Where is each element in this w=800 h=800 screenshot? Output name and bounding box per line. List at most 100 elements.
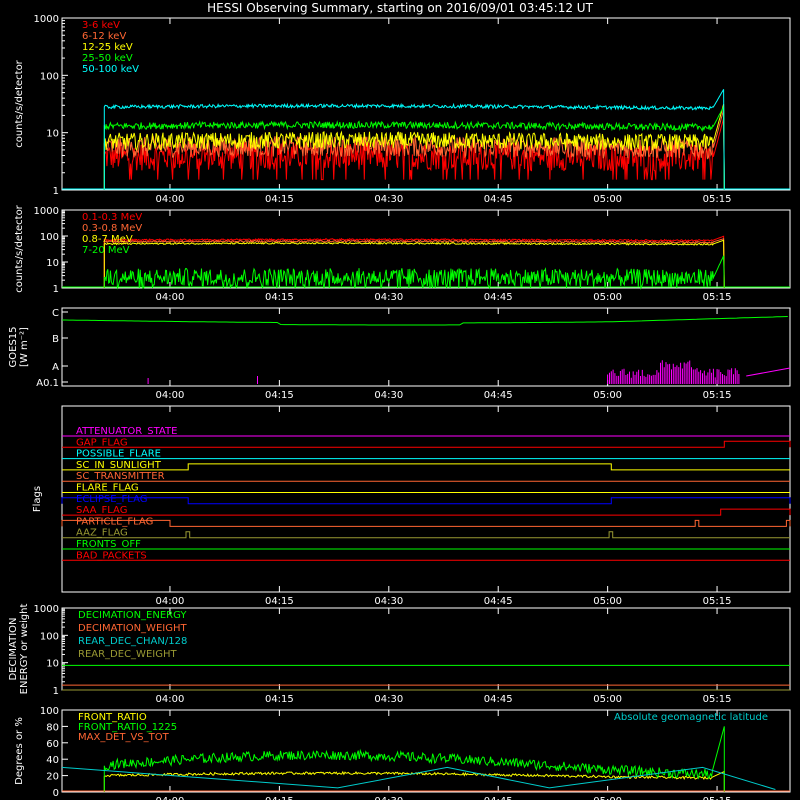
ratio-ytick-label: 20 — [46, 772, 59, 783]
lo-legend-2: 12-25 keV — [82, 42, 133, 53]
goes-xtick-label: 05:15 — [703, 390, 732, 401]
panel-flags: 04:00 04:15 04:30 04:45 05:00 05:15 Flags ATTEN… — [32, 405, 791, 607]
dec-legend-2: REAR_DEC_CHAN/128 — [78, 636, 187, 647]
flags-ylabel: Flags — [32, 486, 43, 512]
hi-xtick-label: 04:00 — [156, 292, 185, 303]
ratio-xtick-label: 05:00 — [593, 796, 622, 800]
flag-label-3: SC_IN_SUNLIGHT — [76, 460, 162, 471]
ratio-series-1 — [103, 726, 725, 793]
flag-label-5: FLARE_FLAG — [76, 483, 139, 494]
flag-label-10: FRONTS_OFF — [76, 539, 141, 550]
flag-label-0: ATTENUATOR_STATE — [76, 426, 177, 437]
flag-line-3 — [62, 463, 790, 471]
flag-label-6: ECLIPSE_FLAG — [76, 494, 147, 505]
goes-ytick-label: A — [52, 362, 59, 373]
hi-xtick-label: 05:00 — [593, 292, 622, 303]
flag-line-7 — [62, 508, 791, 516]
goes-xtick-label: 05:00 — [593, 390, 622, 401]
dec-ytick-label: 10 — [46, 659, 59, 670]
ratio-ytick-label: 60 — [46, 739, 59, 750]
ratio-legend-1: FRONT_RATIO_1225 — [78, 722, 177, 733]
flag-label-8: PARTICLE_FLAG — [76, 516, 153, 527]
ratio-ytick-label: 0 — [53, 788, 59, 799]
dec-xtick-label: 04:00 — [156, 694, 185, 705]
goes-ylabel: GOES15 — [8, 326, 19, 367]
goes-series-1 — [147, 360, 791, 384]
hi-legend-0: 0.1-0.3 MeV — [82, 212, 142, 223]
hi-ytick-label: 100 — [40, 232, 59, 243]
ratio-ytick-label: 80 — [46, 722, 59, 733]
flag-line-8 — [61, 519, 791, 527]
goes-frame — [61, 307, 791, 387]
lo-legend-1: 6-12 keV — [82, 31, 126, 42]
dec-xtick-label: 05:00 — [593, 694, 622, 705]
ratio-series-3 — [61, 766, 776, 790]
hi-ylabel: counts/s/detector — [14, 204, 25, 292]
ratio-legend-0: FRONT_RATIO — [78, 712, 147, 723]
hi-xtick-label: 05:15 — [703, 292, 732, 303]
flag-label-4: SC_TRANSMITTER — [76, 471, 165, 482]
flag-label-7: SAA_FLAG — [76, 505, 127, 516]
ratio-legend-2: MAX_DET_VS_TOT — [78, 732, 170, 743]
flags-xtick-label: 05:15 — [703, 596, 732, 607]
ratio-ytick-label: 100 — [40, 706, 59, 717]
ratio-xtick-label: 04:15 — [265, 796, 294, 800]
goes-series-0 — [62, 316, 788, 326]
hi-legend-1: 0.3-0.8 MeV — [82, 223, 142, 234]
hi-series-2 — [103, 239, 725, 289]
lo-xtick-label: 04:00 — [156, 194, 185, 205]
hi-xtick-label: 04:45 — [484, 292, 513, 303]
lo-legend-0: 3-6 keV — [82, 20, 120, 31]
goes-xtick-label: 04:00 — [156, 390, 185, 401]
dec-xtick-label: 04:45 — [484, 694, 513, 705]
panel-ratio: 04:00 04:15 04:30 04:45 05:00 05:15 0 20 40 60 80 1… — [14, 706, 791, 800]
goes-ytick-label: A0.1 — [36, 378, 59, 389]
hi-xtick-label: 04:15 — [265, 292, 294, 303]
ratio-series-0 — [103, 770, 725, 793]
hi-series-0 — [103, 235, 725, 289]
hi-series-1 — [103, 237, 725, 289]
lo-legend-4: 50-100 keV — [82, 64, 139, 75]
dec-legend-3: REAR_DEC_WEIGHT — [78, 649, 177, 660]
ratio-xtick-label: 04:00 — [156, 796, 185, 800]
lo-series-1 — [103, 109, 725, 191]
ratio-annotation: Absolute geomagnetic latitude — [614, 712, 768, 723]
lo-legend-3: 25-50 keV — [82, 53, 133, 64]
lo-ytick-label: 1000 — [34, 14, 59, 25]
goes-xtick-label: 04:45 — [484, 390, 513, 401]
lo-ytick-label: 100 — [40, 71, 59, 82]
ratio-xtick-label: 04:30 — [374, 796, 403, 800]
flags-xtick-label: 05:00 — [593, 596, 622, 607]
panel-goes: 04:00 04:15 04:30 04:45 05:00 05:15 A0.1 A B C GOE… — [8, 307, 791, 401]
flag-label-11: BAD_PACKETS — [76, 550, 147, 561]
hi-ytick-label: 1000 — [34, 206, 59, 217]
chart-title: HESSI Observing Summary, starting on 201… — [207, 1, 593, 15]
dec-xtick-label: 04:15 — [265, 694, 294, 705]
panel-lo: 04:00 04:15 04:30 04:45 05:00 05:15 1 10 100 1000… — [14, 14, 791, 205]
dec-legend-1: DECIMATION_WEIGHT — [78, 623, 187, 634]
panel-dec: 04:00 04:15 04:30 04:45 05:00 05:15 1 10 100 1000… — [8, 604, 791, 705]
hi-frame — [61, 209, 791, 289]
lo-series-3 — [103, 106, 725, 191]
dec-ytick-label: 100 — [40, 631, 59, 642]
flags-xtick-label: 04:15 — [265, 596, 294, 607]
lo-xtick-label: 04:15 — [265, 194, 294, 205]
flag-line-9 — [62, 531, 790, 539]
ratio-xtick-label: 05:15 — [703, 796, 732, 800]
goes-xtick-label: 04:30 — [374, 390, 403, 401]
ratio-frame — [61, 709, 791, 793]
dec-ytick-label: 1 — [53, 686, 59, 697]
flags-xtick-label: 04:30 — [374, 596, 403, 607]
dec-xtick-label: 04:30 — [374, 694, 403, 705]
dec-ylabel2: ENERGY or weight — [19, 604, 30, 695]
dec-xtick-label: 05:15 — [703, 694, 732, 705]
dec-ytick-label: 1000 — [34, 604, 59, 615]
flag-label-2: POSSIBLE_FLARE — [76, 449, 161, 460]
dec-legend-0: DECIMATION_ENERGY — [78, 610, 187, 621]
hi-xtick-label: 04:30 — [374, 292, 403, 303]
flags-xtick-label: 04:45 — [484, 596, 513, 607]
hi-series-3 — [103, 255, 725, 290]
lo-xtick-label: 05:15 — [703, 194, 732, 205]
flag-line-1 — [62, 440, 791, 448]
lo-ytick-label: 10 — [46, 129, 59, 140]
